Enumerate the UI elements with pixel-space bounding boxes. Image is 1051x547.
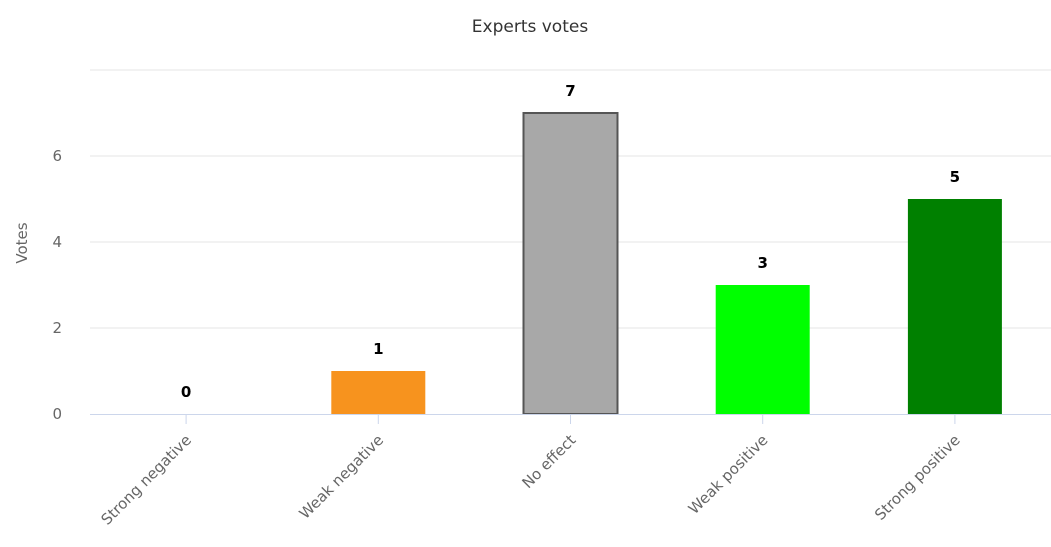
data-label: 3 [757,254,767,272]
bar-layer [331,112,1002,415]
y-axis-title: Votes [13,222,31,263]
bar[interactable] [715,285,810,414]
y-tick-label: 4 [52,233,62,251]
bar[interactable] [907,199,1002,414]
x-tick-label: No effect [518,431,579,492]
data-label: 7 [565,82,575,100]
y-tick-label: 6 [52,147,62,165]
y-axis: 0 2 4 6 [52,147,62,423]
y-tick-label: 0 [52,405,62,423]
x-tick-label: Strong positive [871,431,964,524]
x-axis: Strong negative Weak negative No effect Wea… [90,414,1051,529]
bar[interactable] [522,112,619,415]
bar[interactable] [331,371,426,414]
x-tick-label: Strong negative [97,431,194,528]
chart-title: Experts votes [472,17,589,37]
y-tick-label: 2 [52,319,62,337]
x-tick-label: Weak positive [685,431,772,518]
data-label-layer: 0 1 7 3 5 [181,82,960,401]
x-tick-label: Weak negative [296,431,388,523]
data-label: 5 [950,168,960,186]
data-label: 1 [373,340,383,358]
data-label: 0 [181,383,191,401]
